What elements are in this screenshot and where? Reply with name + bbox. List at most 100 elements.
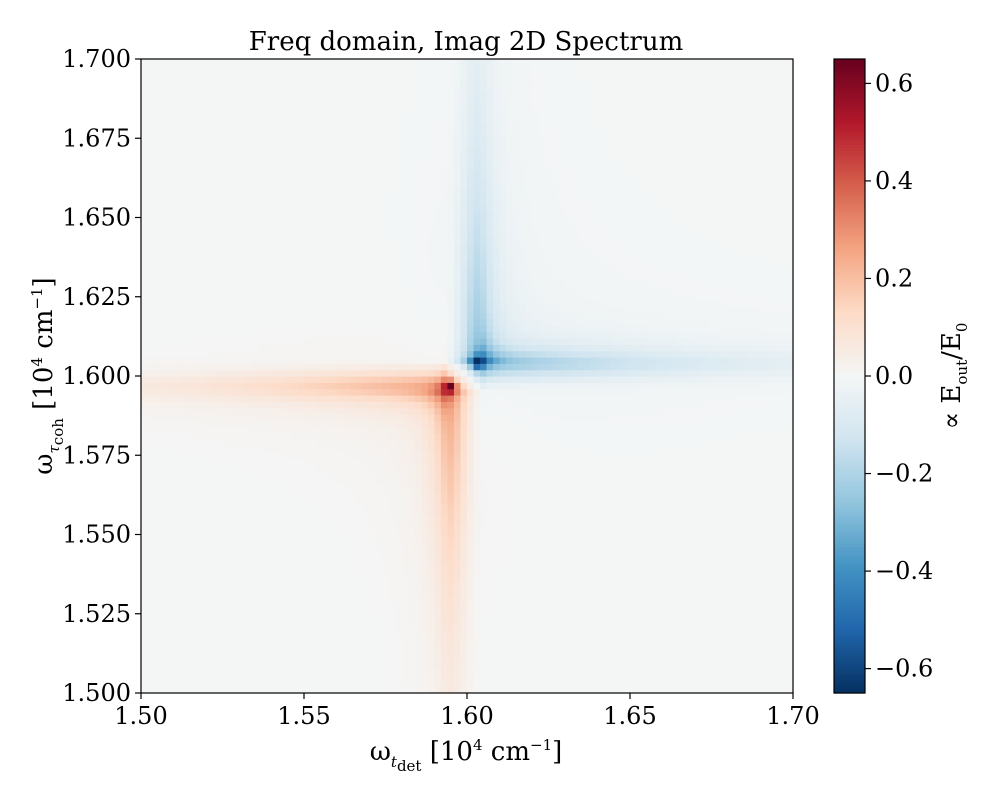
heatmap-cell [238,610,246,618]
heatmap-cell [180,445,188,453]
heatmap-cell [271,230,279,238]
heatmap-cell [147,141,155,149]
heatmap-cell [232,217,240,225]
heatmap-cell [245,458,253,466]
heatmap-cell [434,686,442,694]
heatmap-cell [388,166,396,174]
heatmap-cell [349,185,357,193]
heatmap-cell [304,635,312,643]
heatmap-cell [232,464,240,472]
heatmap-cell [219,572,227,580]
heatmap-cell [212,629,220,637]
heatmap-cell [323,578,331,586]
heatmap-cell [388,350,396,358]
heatmap-cell [434,268,442,276]
heatmap-cell [382,572,390,580]
heatmap-cell [317,287,325,295]
heatmap-cell [212,673,220,681]
heatmap-cell [434,496,442,504]
heatmap-cell [330,299,338,307]
heatmap-cell [304,318,312,326]
heatmap-cell [238,490,246,498]
heatmap-cell [245,242,253,250]
heatmap-cell [401,559,409,567]
heatmap-cell [375,344,383,352]
heatmap-cell [388,71,396,79]
heatmap-cell [349,433,357,440]
heatmap-cell [186,591,194,599]
heatmap-cell [330,293,338,301]
heatmap-cell [336,490,344,498]
heatmap-cell [186,547,194,555]
heatmap-cell [349,680,357,688]
heatmap-cell [330,325,338,333]
heatmap-cell [447,648,455,656]
heatmap-cell [408,211,416,219]
heatmap-cell [317,261,325,269]
heatmap-cell [199,103,207,111]
heatmap-cell [219,426,227,434]
heatmap-cell [206,534,214,542]
heatmap-cell [225,217,233,225]
heatmap-cell [453,433,462,440]
heatmap-cell [414,179,422,187]
heatmap-cell [264,211,272,219]
heatmap-cell [154,318,162,326]
heatmap-cell [251,236,259,244]
heatmap-cell [356,382,364,390]
heatmap-cell [356,623,364,631]
heatmap-cell [264,388,272,396]
heatmap-cell [154,78,162,85]
heatmap-cell [193,661,201,669]
heatmap-cell [277,350,286,358]
heatmap-cell [375,84,383,92]
heatmap-cell [238,97,246,104]
heatmap-cell [238,109,246,117]
heatmap-cell [349,230,357,238]
heatmap-cell [330,223,338,231]
heatmap-cell [382,166,390,174]
heatmap-cell [212,249,220,257]
heatmap-cell [219,477,227,485]
heatmap-cell [258,414,266,421]
heatmap-cell [388,445,396,453]
heatmap-cell [330,261,338,269]
heatmap-cell [453,109,462,117]
heatmap-cell [453,147,462,155]
heatmap-cell [167,65,175,73]
heatmap-cell [304,179,312,187]
heatmap-cell [160,414,168,421]
heatmap-cell [212,420,220,428]
heatmap-cell [375,623,383,631]
heatmap-cell [160,274,168,282]
heatmap-cell [193,312,201,320]
heatmap-cell [323,496,331,504]
heatmap-cell [264,84,272,92]
heatmap-cell [453,629,462,637]
heatmap-cell [330,84,338,92]
heatmap-cell [369,629,377,637]
heatmap-cell [395,635,403,643]
heatmap-cell [434,122,442,130]
heatmap-cell [336,597,344,605]
heatmap-cell [271,217,279,225]
heatmap-cell [212,528,220,536]
heatmap-cell [167,401,175,409]
heatmap-cell [323,242,331,250]
heatmap-cell [219,344,227,352]
heatmap-cell [408,287,416,295]
heatmap-cell [375,635,383,643]
heatmap-cell [232,433,240,440]
heatmap-cell [401,414,409,421]
heatmap-cell [154,363,162,371]
heatmap-cell [160,661,168,669]
heatmap-cell [460,426,468,434]
heatmap-cell [401,242,409,250]
heatmap-cell [343,103,351,111]
heatmap-cell [310,135,318,143]
heatmap-cell [317,585,325,593]
heatmap-cell [395,395,403,402]
heatmap-cell [193,363,201,371]
heatmap-cell [395,350,403,358]
heatmap-cell [245,154,253,162]
